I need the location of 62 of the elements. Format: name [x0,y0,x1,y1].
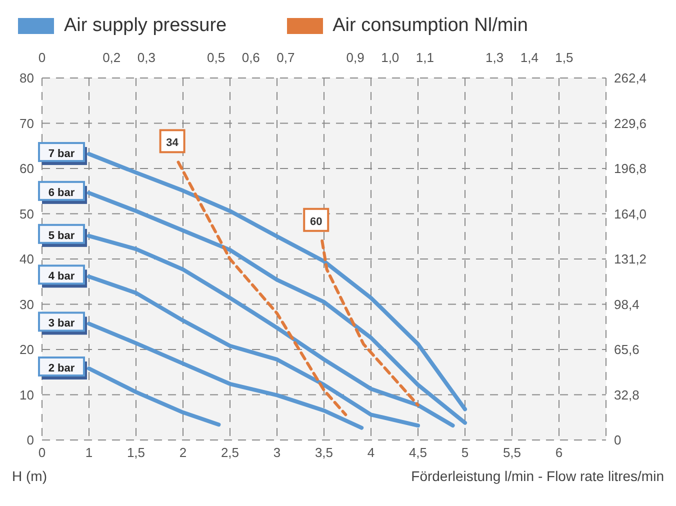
y2-tick-label: 0 [614,432,622,448]
x-tick-label: 1 [85,445,93,460]
series-label: 34 [166,137,180,150]
y2-tick-label: 131,2 [614,252,647,267]
y-axis-title: H (m) [12,468,47,484]
x2-tick-label: 1,3 [486,50,504,65]
y-tick-label: 20 [20,342,34,358]
series-label: 3 bar [48,318,76,330]
y2-tick-label: 196,8 [614,161,647,176]
series-label: 4 bar [48,270,76,283]
line-series [176,160,348,416]
y-tick-label: 30 [20,296,34,312]
x2-tick-label: 0,6 [242,50,260,65]
x-tick-label: 6 [555,445,563,460]
line-series [87,234,455,428]
y2-tick-label: 98,4 [614,296,640,312]
x-tick-label: 3,5 [314,445,334,460]
x-tick-label: 5 [461,445,469,460]
x-tick-label: 3 [273,445,281,460]
y2-tick-label: 164,0 [614,206,647,222]
x2-tick-label: 1,5 [555,50,574,65]
line-series [87,322,364,430]
x-axis-title: Förderleistung l/min - Flow rate litres/min [411,468,664,484]
x-tick-label: 2,5 [220,445,240,460]
x-tick-label: 2 [179,445,187,460]
x2-tick-label: 1,1 [416,50,434,65]
y-tick-label: 70 [20,116,34,131]
y-tick-label: 80 [20,70,34,86]
y2-tick-label: 32,8 [614,387,640,402]
series-label: 7 bar [48,148,76,160]
series-label: 5 bar [48,230,76,242]
x2-tick-label: 0,9 [346,50,364,65]
line-series [320,239,420,407]
x-tick-label: 4,5 [408,445,428,460]
y2-tick-label: 262,4 [614,70,647,86]
x2-tick-label: 0 [38,50,46,65]
line-series [87,366,221,427]
x2-tick-label: 1,0 [381,50,400,65]
x2-tick-label: 0,3 [137,50,156,65]
y-tick-label: 50 [20,206,34,222]
x-tick-label: 5,5 [502,445,522,460]
y2-tick-label: 229,6 [614,116,647,131]
line-series [87,274,420,428]
x-tick-label: 0 [38,445,46,460]
series-label: 2 bar [48,362,76,375]
text: Air supply pressure [64,15,227,37]
y-tick-label: 40 [20,252,34,267]
x-tick-label: 1,5 [126,445,146,460]
y-tick-label: 0 [26,432,34,448]
text: Air consumption Nl/min [332,15,528,37]
x2-tick-label: 0,2 [102,50,121,65]
x2-tick-label: 1,4 [520,50,538,65]
x-tick-label: 4 [367,445,375,460]
x2-tick-label: 0,7 [276,50,295,65]
series-label: 6 bar [48,186,76,199]
y-tick-label: 10 [20,387,34,402]
line-series [87,190,467,425]
y2-tick-label: 65,6 [614,342,640,358]
y-tick-label: 60 [20,161,34,176]
series-label: 60 [310,216,322,228]
x2-tick-label: 0,5 [207,50,226,65]
line-series [87,152,467,412]
